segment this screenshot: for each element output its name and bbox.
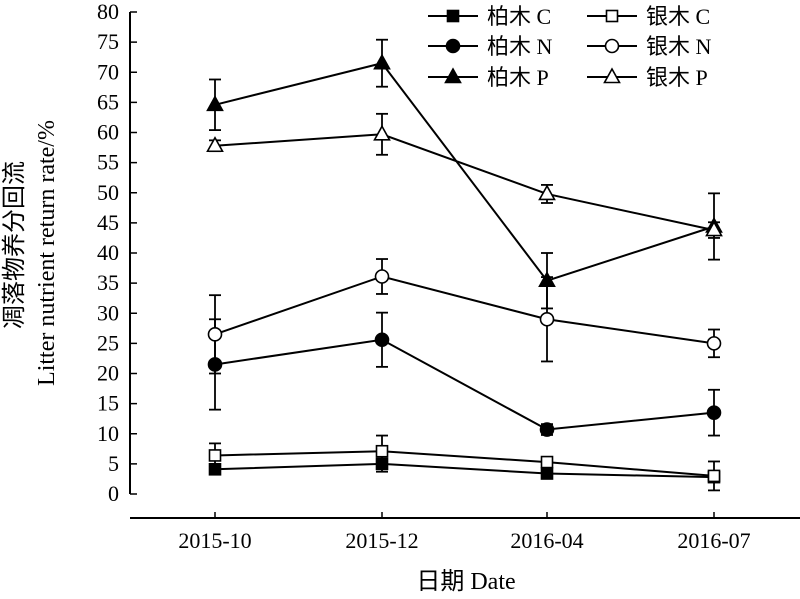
data-point <box>374 332 390 348</box>
y-tick-label: 10 <box>97 421 119 446</box>
plot-area <box>206 38 723 492</box>
data-point <box>539 311 555 327</box>
legend-item-5: 银木 P <box>587 65 708 90</box>
data-point <box>538 271 556 288</box>
y-tick-label: 25 <box>97 330 119 355</box>
data-point <box>707 469 721 483</box>
x-tick-label: 2015-12 <box>345 528 418 553</box>
y-tick-label: 45 <box>97 210 119 235</box>
data-point <box>374 269 390 284</box>
x-tick-label: 2016-04 <box>510 528 583 553</box>
legend-marker <box>605 9 619 23</box>
data-point <box>207 327 223 342</box>
y-axis: 0 5 10 15 20 25 30 35 40 45 50 55 60 65 70 75 80 <box>97 0 137 506</box>
data-point <box>373 53 391 70</box>
data-point <box>706 405 722 420</box>
legend-label: 柏木 C <box>487 4 551 29</box>
series-line <box>214 133 715 232</box>
data-point <box>706 336 722 351</box>
data-point <box>206 136 224 153</box>
x-tick-label: 2016-07 <box>677 528 750 553</box>
legend-label: 银木 N <box>646 34 712 59</box>
series-4 <box>206 38 723 310</box>
y-tick-label: 55 <box>97 150 119 175</box>
legend-item-1: 银木 C <box>587 4 710 29</box>
data-point <box>538 184 556 201</box>
series-line <box>214 275 715 345</box>
series-2 <box>207 311 722 437</box>
y-tick-label: 65 <box>97 89 119 114</box>
legend-marker <box>444 67 462 84</box>
series-line <box>214 462 715 479</box>
legend-marker <box>603 67 621 84</box>
y-tick-label: 35 <box>97 270 119 295</box>
legend-item-3: 银木 N <box>587 34 712 59</box>
y-tick-label: 0 <box>108 481 119 506</box>
x-axis: 2015-10 2015-12 2016-04 2016-07 <box>130 512 800 553</box>
series-3 <box>207 258 722 375</box>
legend: 柏木 C 银木 C 柏木 N 银木 N 柏木 P 银木 P <box>428 4 712 90</box>
y-tick-label: 50 <box>97 180 119 205</box>
y-tick-label: 40 <box>97 240 119 265</box>
data-point <box>373 124 391 141</box>
legend-item-0: 柏木 C <box>428 4 551 29</box>
y-tick-label: 5 <box>108 451 119 476</box>
series-5 <box>206 112 723 239</box>
data-point <box>705 220 723 237</box>
legend-marker <box>604 38 620 54</box>
legend-marker <box>445 38 461 54</box>
x-tick-label: 2015-10 <box>178 528 251 553</box>
legend-item-2: 柏木 N <box>428 34 553 59</box>
y-tick-label: 70 <box>97 59 119 84</box>
legend-label: 柏木 N <box>487 34 553 59</box>
data-point <box>206 95 224 112</box>
x-axis-title: 日期 Date <box>416 569 515 595</box>
y-axis-title-en: Litter nutrient return rate/% <box>34 120 60 386</box>
y-axis-title-cn: 凋落物养分回流 <box>1 161 28 329</box>
y-tick-label: 60 <box>97 120 119 145</box>
y-tick-label: 15 <box>97 391 119 416</box>
y-tick-label: 75 <box>97 29 119 54</box>
data-point <box>539 422 555 437</box>
legend-label: 柏木 P <box>487 65 549 90</box>
series-1 <box>208 434 721 492</box>
legend-marker <box>446 9 460 23</box>
series-line <box>214 338 715 431</box>
series-line <box>214 62 715 282</box>
legend-item-4: 柏木 P <box>428 65 549 90</box>
legend-label: 银木 P <box>646 65 708 90</box>
y-tick-label: 80 <box>97 0 119 24</box>
data-point <box>540 467 554 480</box>
y-tick-label: 20 <box>97 361 119 386</box>
data-point <box>540 455 554 469</box>
legend-label: 银木 C <box>646 4 710 29</box>
series-line <box>214 450 715 477</box>
y-tick-label: 30 <box>97 300 119 325</box>
data-point <box>208 449 222 462</box>
data-point <box>375 444 389 458</box>
